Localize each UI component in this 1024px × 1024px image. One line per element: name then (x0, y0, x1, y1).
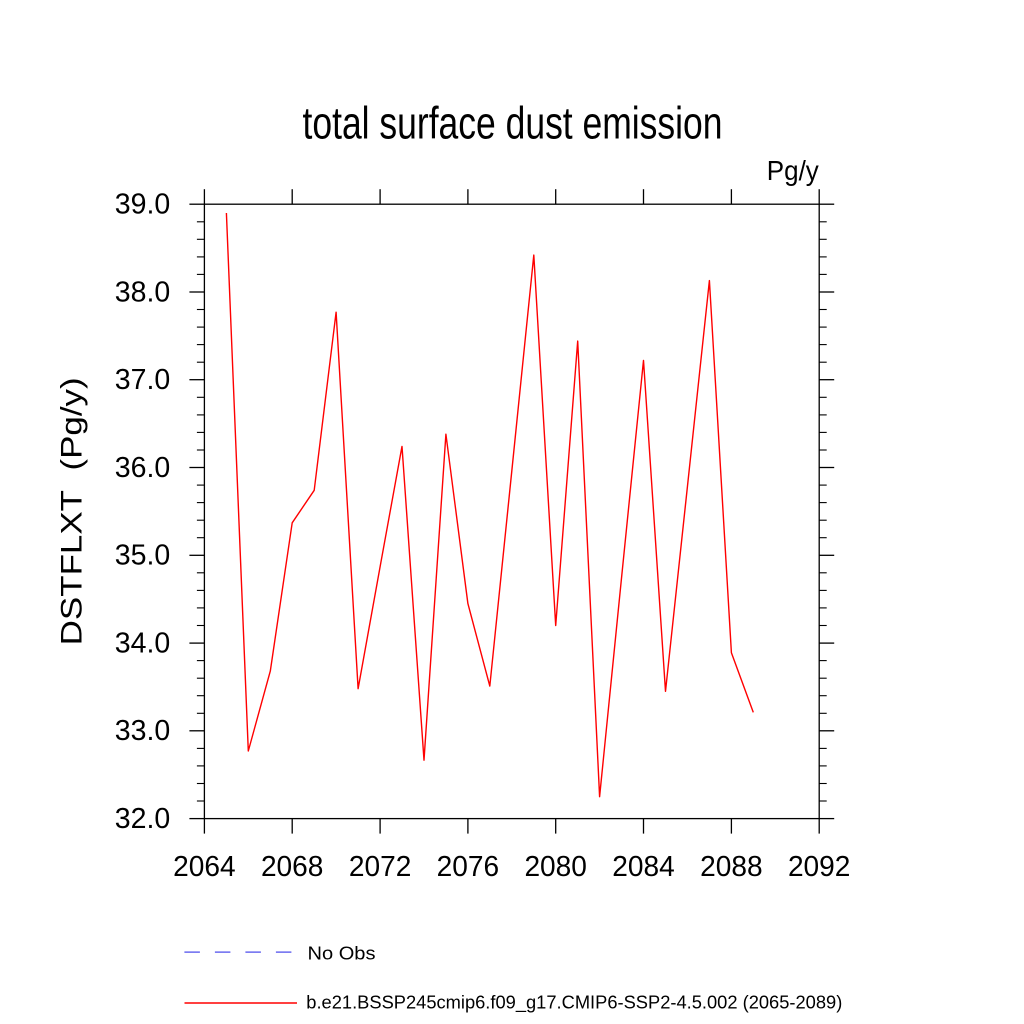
svg-text:No Obs: No Obs (308, 943, 376, 963)
svg-text:2080: 2080 (524, 851, 587, 883)
svg-text:total surface dust emission: total surface dust emission (303, 98, 723, 149)
svg-text:2068: 2068 (261, 851, 324, 883)
svg-text:35.0: 35.0 (115, 540, 171, 572)
svg-text:2092: 2092 (788, 851, 851, 883)
svg-text:37.0: 37.0 (115, 364, 171, 396)
svg-text:2076: 2076 (437, 851, 500, 883)
svg-text:b.e21.BSSP245cmip6.f09_g17.CMI: b.e21.BSSP245cmip6.f09_g17.CMIP6-SSP2-4.… (306, 992, 842, 1013)
svg-text:36.0: 36.0 (115, 452, 171, 484)
svg-text:32.0: 32.0 (115, 803, 171, 835)
svg-text:2088: 2088 (700, 851, 763, 883)
svg-text:DSTFLXT (Pg/y): DSTFLXT (Pg/y) (55, 377, 88, 645)
svg-text:2072: 2072 (349, 851, 412, 883)
svg-text:33.0: 33.0 (115, 715, 171, 747)
svg-text:2064: 2064 (173, 851, 236, 883)
svg-text:Pg/y: Pg/y (767, 155, 819, 186)
svg-text:39.0: 39.0 (115, 189, 171, 221)
svg-text:38.0: 38.0 (115, 276, 171, 308)
svg-text:34.0: 34.0 (115, 628, 171, 660)
svg-text:2084: 2084 (612, 851, 675, 883)
